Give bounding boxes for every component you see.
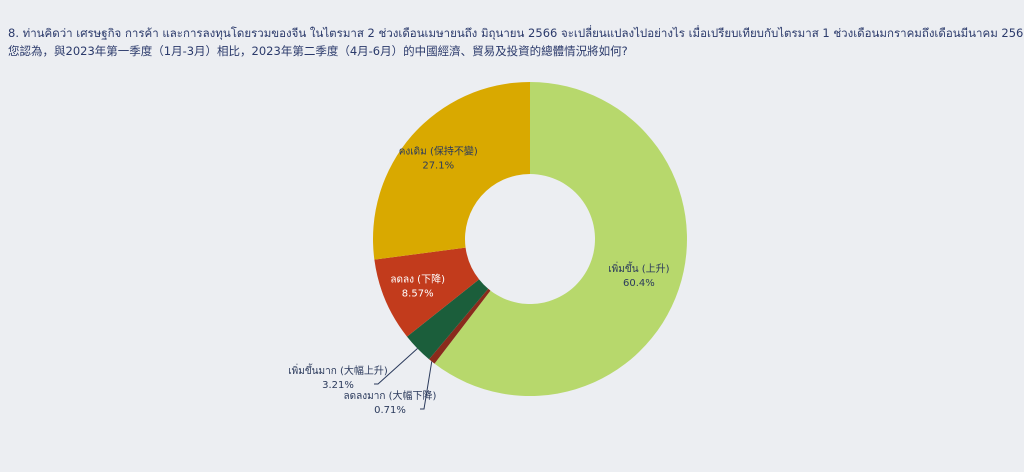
slice-label: ลดลงมาก (大幅下降) [344, 389, 437, 402]
slice [374, 247, 480, 337]
slice-label: คงเดิม (保持不變) [399, 145, 478, 158]
value-label: 3.21% [322, 380, 354, 391]
chart-title: 8. ท่านคิดว่า เศรษฐกิจ การค้า และการลงทุ… [8, 25, 1024, 40]
value-label: 8.57% [402, 289, 434, 300]
slice [373, 82, 530, 260]
value-label: 27.1% [422, 161, 454, 172]
value-label: 0.71% [374, 405, 406, 416]
slice-label: เพิ่มขึ้นมาก (大幅上升) [288, 363, 388, 377]
slice-label: เพิ่มขึ้น (上升) [608, 261, 669, 275]
slice [434, 82, 687, 396]
slice-label: ลดลง (下降) [390, 273, 445, 286]
value-label: 60.4% [623, 278, 655, 289]
slice [407, 279, 489, 360]
slice [429, 288, 491, 364]
leader-line [420, 361, 433, 410]
leader-line [374, 348, 418, 385]
chart-title: 您認為，與2023年第一季度（1月-3月）相比，2023年第二季度（4月-6月）… [8, 44, 628, 58]
